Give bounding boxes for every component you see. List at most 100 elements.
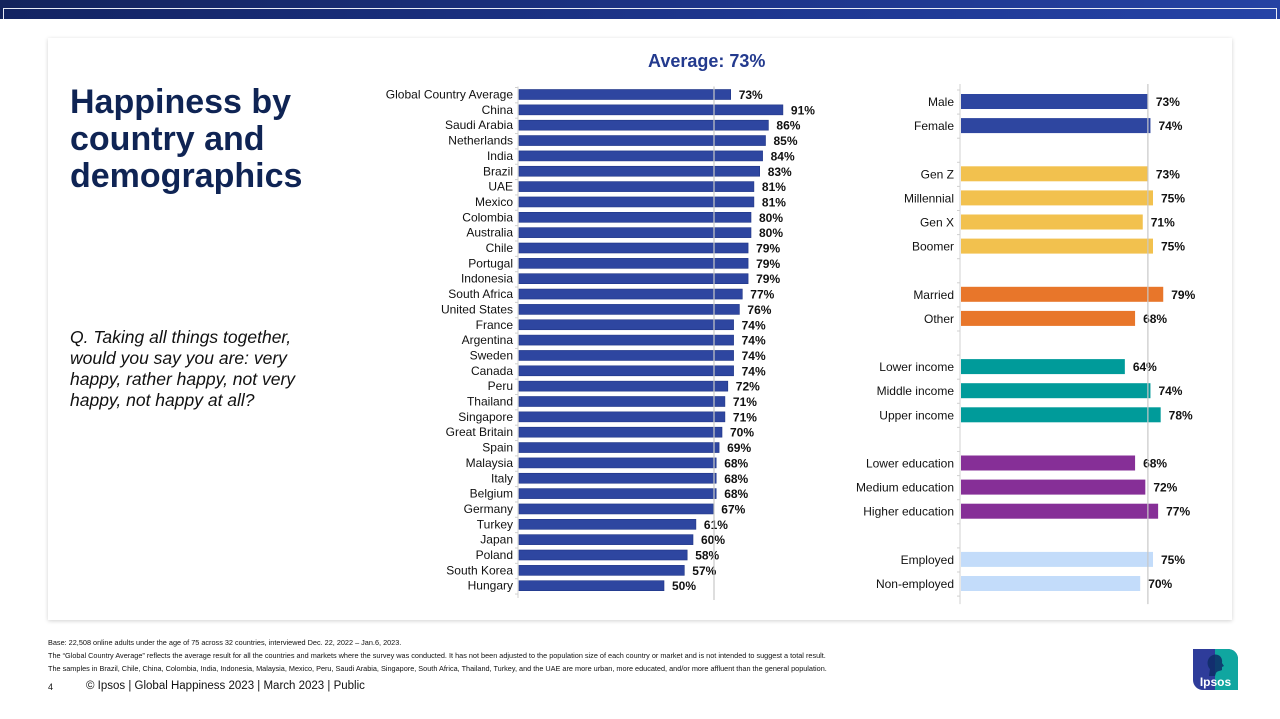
- value-label-chile: 79%: [756, 242, 780, 256]
- category-label-japan: Japan: [480, 533, 513, 547]
- value-label-portugal: 79%: [756, 257, 780, 271]
- value-label-thailand: 71%: [733, 395, 757, 409]
- value-label-female: 74%: [1158, 119, 1182, 133]
- bar-married: [961, 286, 1164, 302]
- category-label-portugal: Portugal: [468, 256, 513, 270]
- value-label-peru: 72%: [736, 380, 760, 394]
- value-label-india: 84%: [771, 149, 795, 163]
- bar-italy: [518, 472, 717, 484]
- category-label-medium-education: Medium education: [856, 481, 954, 495]
- category-label-gen-z: Gen Z: [921, 167, 954, 181]
- category-label-south-korea: South Korea: [446, 563, 513, 577]
- value-label-poland: 58%: [695, 549, 719, 563]
- category-label-turkey: Turkey: [477, 517, 513, 531]
- bar-portugal: [518, 258, 749, 269]
- value-label-south-africa: 77%: [750, 288, 774, 302]
- value-label-hungary: 50%: [672, 579, 696, 593]
- category-label-married: Married: [913, 288, 954, 302]
- value-label-china: 91%: [791, 103, 815, 117]
- bar-chile: [518, 242, 749, 254]
- category-label-chile: Chile: [486, 241, 514, 255]
- value-label-argentina: 74%: [742, 334, 766, 348]
- category-label-employed: Employed: [901, 553, 954, 567]
- category-label-indonesia: Indonesia: [461, 272, 513, 286]
- bar-middle-income: [961, 383, 1151, 399]
- bar-saudi-arabia: [518, 119, 769, 131]
- bar-netherlands: [518, 135, 766, 146]
- value-label-belgium: 68%: [724, 487, 748, 501]
- category-label-higher-education: Higher education: [863, 505, 954, 519]
- bar-indonesia: [518, 273, 749, 285]
- category-label-global-country-average: Global Country Average: [386, 88, 514, 102]
- category-label-lower-income: Lower income: [879, 360, 954, 374]
- category-label-peru: Peru: [488, 379, 513, 393]
- bar-france: [518, 319, 734, 331]
- category-label-belgium: Belgium: [470, 487, 513, 501]
- bar-non-employed: [961, 576, 1141, 591]
- value-label-lower-income: 64%: [1133, 360, 1157, 374]
- top-banner-inner: [3, 8, 1277, 19]
- category-label-lower-education: Lower education: [866, 457, 954, 471]
- footer-text: © Ipsos | Global Happiness 2023 | March …: [86, 680, 365, 692]
- category-label-poland: Poland: [476, 548, 513, 562]
- bar-germany: [518, 503, 714, 515]
- bar-employed: [961, 551, 1153, 567]
- bar-lower-income: [961, 359, 1125, 375]
- bar-brazil: [518, 165, 760, 177]
- bar-japan: [518, 534, 694, 545]
- bar-south-korea: [518, 565, 685, 576]
- value-label-boomer: 75%: [1161, 240, 1185, 254]
- bar-argentina: [518, 334, 734, 346]
- value-label-singapore: 71%: [733, 410, 757, 424]
- bar-global-country-average: [518, 89, 731, 100]
- value-label-malaysia: 68%: [724, 456, 748, 470]
- bar-canada: [518, 365, 734, 377]
- bar-medium-education: [961, 479, 1146, 495]
- bar-peru: [518, 380, 729, 392]
- footer: 4 © Ipsos | Global Happiness 2023 | Marc…: [48, 680, 365, 692]
- value-label-italy: 68%: [724, 472, 748, 486]
- category-label-australia: Australia: [466, 226, 513, 240]
- bar-other: [961, 310, 1136, 326]
- value-label-spain: 69%: [727, 441, 751, 455]
- bar-india: [518, 150, 763, 162]
- base-notes: Base: 22,508 online adults under the age…: [48, 636, 827, 675]
- category-label-china: China: [482, 103, 514, 117]
- value-label-united-states: 76%: [747, 303, 771, 317]
- category-label-upper-income: Upper income: [879, 408, 954, 422]
- category-label-sweden: Sweden: [470, 348, 513, 362]
- category-label-middle-income: Middle income: [877, 384, 955, 398]
- bar-belgium: [518, 488, 717, 499]
- value-label-middle-income: 74%: [1158, 384, 1182, 398]
- bar-hungary: [518, 580, 665, 592]
- category-label-female: Female: [914, 119, 954, 133]
- slide-title: Happiness by country and demographics: [70, 83, 303, 195]
- bar-colombia: [518, 212, 752, 223]
- value-label-married: 79%: [1171, 288, 1195, 302]
- base-note: The samples in Brazil, Chile, China, Col…: [48, 664, 827, 673]
- value-label-france: 74%: [742, 318, 766, 332]
- value-label-germany: 67%: [721, 502, 745, 516]
- bar-thailand: [518, 396, 726, 407]
- category-label-male: Male: [928, 95, 954, 109]
- logo-text: Ipsos: [1200, 675, 1232, 689]
- top-banner: [0, 0, 1280, 19]
- value-label-male: 73%: [1156, 95, 1180, 109]
- value-label-medium-education: 72%: [1153, 481, 1177, 495]
- value-label-uae: 81%: [762, 180, 786, 194]
- value-label-japan: 60%: [701, 533, 725, 547]
- bar-china: [518, 104, 784, 116]
- category-label-non-employed: Non-employed: [876, 577, 954, 591]
- value-label-higher-education: 77%: [1166, 505, 1190, 519]
- category-label-colombia: Colombia: [462, 210, 513, 224]
- survey-question: Q. Taking all things together, would you…: [70, 327, 296, 410]
- value-label-netherlands: 85%: [774, 134, 798, 148]
- category-label-south-africa: South Africa: [448, 287, 513, 301]
- category-label-saudi-arabia: Saudi Arabia: [445, 118, 513, 132]
- bar-malaysia: [518, 457, 717, 469]
- value-label-gen-x: 71%: [1151, 216, 1175, 230]
- bar-spain: [518, 442, 720, 453]
- bar-great-britain: [518, 426, 723, 438]
- bar-millennial: [961, 190, 1153, 206]
